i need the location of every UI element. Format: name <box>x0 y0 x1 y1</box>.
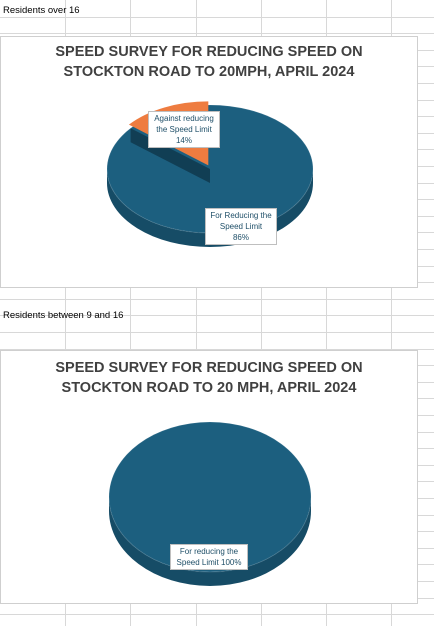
pie-chart-plot <box>108 421 312 586</box>
data-label-against-line-2: the Speed Limit <box>156 125 212 134</box>
data-label-for-line-1: For reducing the <box>179 547 239 556</box>
chart-residents-9-to-16[interactable]: SPEED SURVEY FOR REDUCING SPEED ON STOCK… <box>0 350 418 604</box>
data-label-against-value: 14% <box>175 136 192 145</box>
data-label-for-value: 86% <box>232 233 249 242</box>
pie-chart-plot <box>106 101 314 247</box>
chart-title-line-2: STOCKTON ROAD TO 20 MPH, APRIL 2024 <box>61 380 357 396</box>
pie-rim <box>108 421 312 573</box>
chart-title-line-2: STOCKTON ROAD TO 20MPH, APRIL 2024 <box>63 64 355 80</box>
data-label-against: Against reducing the Speed Limit 14% <box>148 111 220 148</box>
chart-residents-over-16[interactable]: SPEED SURVEY FOR REDUCING SPEED ON STOCK… <box>0 36 418 288</box>
chart-title-line-1: SPEED SURVEY FOR REDUCING SPEED ON <box>55 44 363 60</box>
pie-side-wall <box>109 497 311 586</box>
chart-title: SPEED SURVEY FOR REDUCING SPEED ON STOCK… <box>1 358 417 398</box>
data-label-against-line-1: Against reducing <box>154 114 214 123</box>
sheet-label-residents-9-to-16: Residents between 9 and 16 <box>3 310 124 321</box>
data-label-for: For reducing the Speed Limit 100% <box>170 544 248 570</box>
data-label-for-line-2: Speed Limit <box>219 222 263 231</box>
pie-slice-for[interactable] <box>109 422 311 572</box>
chart-title: SPEED SURVEY FOR REDUCING SPEED ON STOCK… <box>1 42 417 82</box>
data-label-for-line-2: Speed Limit 100% <box>176 558 242 567</box>
chart-title-line-1: SPEED SURVEY FOR REDUCING SPEED ON <box>55 360 363 376</box>
data-label-for-line-1: For Reducing the <box>210 211 272 220</box>
data-label-for: For Reducing the Speed Limit 86% <box>205 208 277 245</box>
sheet-label-residents-over-16: Residents over 16 <box>3 5 80 16</box>
